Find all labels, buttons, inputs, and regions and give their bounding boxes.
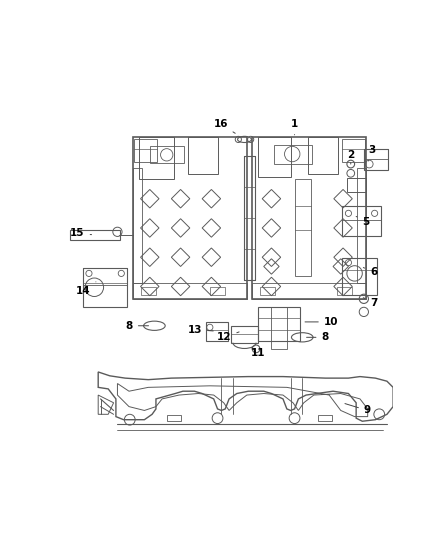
Bar	[258, 306, 300, 341]
Bar	[260, 287, 276, 295]
Bar	[141, 287, 156, 295]
Text: 7: 7	[363, 297, 378, 308]
Text: 6: 6	[364, 267, 377, 277]
Text: 12: 12	[217, 332, 239, 342]
Bar	[364, 149, 389, 159]
Bar	[70, 230, 120, 240]
Text: 9: 9	[345, 403, 371, 415]
Text: 5: 5	[356, 216, 370, 227]
Bar	[342, 206, 381, 236]
Bar	[134, 139, 158, 161]
Bar	[210, 287, 225, 295]
Bar	[83, 268, 127, 306]
Text: 14: 14	[76, 282, 96, 296]
Bar	[318, 415, 332, 421]
Bar	[307, 137, 339, 174]
Text: 1: 1	[291, 119, 298, 135]
Bar	[139, 137, 173, 180]
Bar	[342, 258, 377, 295]
Bar	[252, 284, 366, 299]
Bar	[133, 168, 142, 284]
Bar	[337, 287, 352, 295]
Bar	[347, 178, 366, 192]
Bar	[150, 147, 184, 163]
Text: 8: 8	[307, 332, 329, 342]
Bar	[231, 326, 258, 343]
Bar	[364, 149, 389, 170]
Text: 2: 2	[347, 150, 354, 164]
Bar	[133, 137, 247, 299]
Bar	[272, 306, 287, 349]
Bar	[342, 139, 364, 161]
Bar	[167, 415, 181, 421]
Text: 10: 10	[305, 317, 338, 327]
Bar	[83, 268, 127, 285]
Text: 15: 15	[70, 228, 92, 238]
Text: 3: 3	[368, 145, 375, 161]
Bar	[206, 322, 228, 341]
Bar	[258, 137, 291, 177]
Bar	[252, 137, 366, 299]
Text: 11: 11	[251, 348, 265, 359]
Text: 16: 16	[213, 119, 235, 133]
Bar	[274, 145, 312, 164]
Bar	[357, 168, 366, 284]
Bar	[133, 284, 247, 299]
Bar	[294, 180, 311, 276]
Text: 8: 8	[126, 321, 148, 331]
Bar	[188, 137, 218, 174]
Text: 13: 13	[187, 325, 213, 335]
